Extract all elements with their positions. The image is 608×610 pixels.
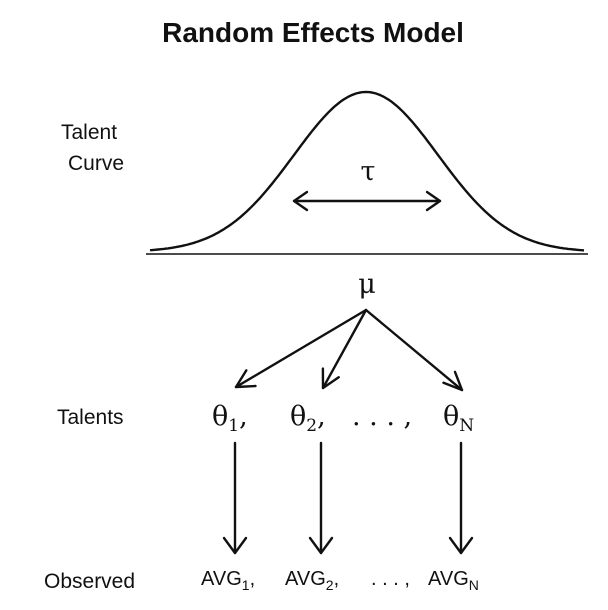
talent-curve-label-line2: Curve xyxy=(68,152,124,175)
theta-n-subscript: N xyxy=(459,416,474,436)
theta2-to-avg2-arrow xyxy=(308,441,334,555)
avg-n: AVGN xyxy=(428,568,479,593)
avg-1: AVG1, xyxy=(201,568,255,593)
mu-to-thetaN-arrow xyxy=(364,308,464,392)
theta-2: θ2, xyxy=(290,401,326,436)
theta-n-symbol: θ xyxy=(443,401,459,432)
mu-to-theta2-arrow xyxy=(321,308,368,390)
avg-2-symbol: AVG xyxy=(285,568,326,590)
talent-curve xyxy=(149,90,585,252)
avg-1-symbol: AVG xyxy=(201,568,242,590)
theta-1-subscript: 1 xyxy=(228,416,239,436)
talent-curve-label-line1: Talent xyxy=(61,121,117,144)
theta-2-symbol: θ xyxy=(290,401,306,432)
theta1-to-avg1-arrow xyxy=(222,441,248,555)
avg-2: AVG2, xyxy=(285,568,339,593)
mu-to-theta1-arrow xyxy=(234,308,368,389)
tau-symbol: τ xyxy=(361,156,376,187)
talents-ellipsis: . . . , xyxy=(352,401,412,432)
thetaN-to-avgN-arrow xyxy=(448,441,474,555)
diagram-title: Random Effects Model xyxy=(162,17,464,48)
talents-sequence: θ1, xyxy=(212,401,248,436)
avg-1-subscript: 1 xyxy=(242,577,250,593)
theta-2-subscript: 2 xyxy=(306,416,317,436)
avg-2-subscript: 2 xyxy=(326,577,334,593)
observed-ellipsis: . . . , xyxy=(371,568,410,590)
avg-n-subscript: N xyxy=(469,577,479,593)
theta-1-symbol: θ xyxy=(212,401,228,432)
mu-symbol: μ xyxy=(358,269,376,300)
observed-label: Observed xyxy=(44,570,135,593)
talents-label: Talents xyxy=(57,406,124,429)
avg-n-symbol: AVG xyxy=(428,568,469,590)
spread-arrow xyxy=(292,190,442,212)
theta-n: θN xyxy=(443,401,474,436)
